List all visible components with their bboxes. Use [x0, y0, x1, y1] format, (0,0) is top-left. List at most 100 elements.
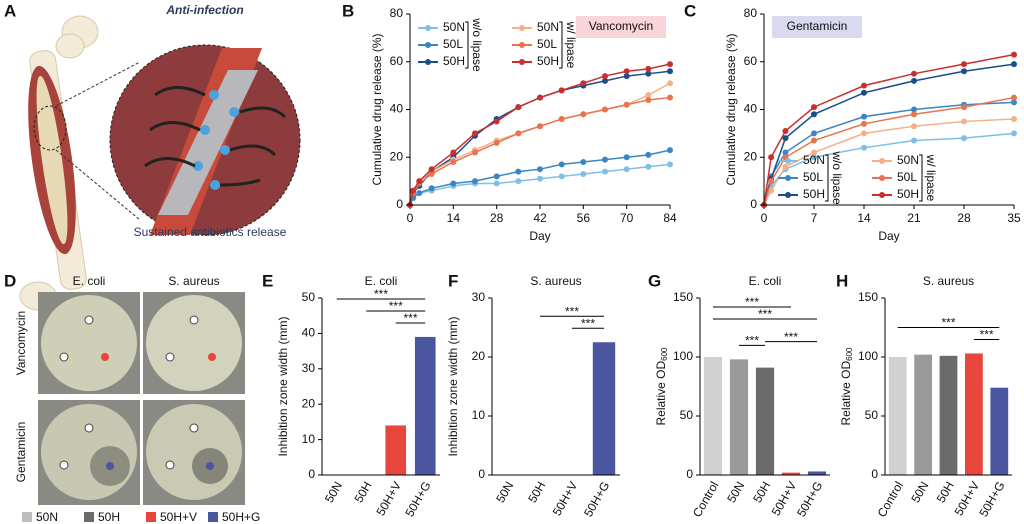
x-tick-label: 84	[663, 211, 677, 225]
significance-label: ***	[941, 316, 955, 330]
y-tick-label: 60	[390, 54, 404, 68]
y-axis-label: Relative OD600	[654, 347, 669, 426]
significance-label: ***	[980, 328, 994, 342]
legend-swatch	[84, 512, 94, 522]
legend-label: 50L	[537, 37, 557, 51]
data-point	[811, 104, 817, 111]
data-point	[623, 154, 630, 161]
bar	[807, 471, 827, 475]
y-axis-label-text: Inhibition zone width (mm)	[446, 316, 460, 456]
annotation-box	[576, 16, 666, 38]
data-point	[416, 190, 423, 197]
legend-marker	[519, 42, 525, 48]
data-point	[911, 123, 917, 130]
data-point	[580, 111, 587, 118]
legend-swatch	[208, 512, 218, 522]
data-point	[602, 106, 608, 113]
significance-label: ***	[758, 307, 772, 321]
series-line	[763, 96, 1015, 206]
panel-label: G	[648, 271, 661, 290]
legend-marker	[785, 175, 791, 181]
y-tick-label: 0	[686, 467, 693, 481]
significance-label: ***	[581, 316, 595, 330]
y-tick-label: 0	[871, 467, 878, 481]
y-axis-label-text: Relative OD	[654, 361, 668, 426]
x-tick-label: 50H+G	[794, 479, 825, 519]
data-point	[515, 178, 522, 185]
panel-label: C	[684, 1, 696, 20]
y-axis-label: Relative OD600	[839, 347, 854, 426]
legend-marker	[879, 192, 885, 198]
significance-label: ***	[784, 330, 798, 344]
legend-label: 50N	[537, 20, 559, 34]
series-line	[763, 118, 1015, 206]
data-point	[558, 116, 565, 123]
x-tick-label: 50N	[322, 479, 345, 505]
y-tick-label: 50	[302, 290, 316, 304]
y-axis-label: Inhibition zone width (mm)	[446, 316, 460, 456]
y-tick-label: 40	[302, 326, 316, 340]
panel-label: E	[262, 271, 273, 290]
data-point	[811, 130, 817, 137]
data-point	[667, 161, 673, 168]
bar	[703, 357, 723, 475]
data-point	[667, 61, 673, 68]
data-point	[811, 137, 817, 144]
data-point	[961, 104, 967, 111]
data-point	[602, 73, 608, 80]
x-tick-label: 50H+V	[373, 479, 404, 518]
x-tick-label: 50H+G	[581, 479, 612, 519]
x-tick-label: 70	[620, 211, 634, 225]
data-point	[667, 147, 673, 154]
x-tick-label: 50N	[724, 479, 747, 505]
data-point	[515, 130, 522, 137]
x-tick-label: 50H	[351, 479, 374, 505]
data-point	[1011, 116, 1017, 123]
legend-swatch	[146, 512, 156, 522]
legend-marker	[425, 25, 431, 31]
data-point	[580, 170, 587, 177]
y-axis-label: Cumulative drug release (%)	[370, 33, 384, 185]
data-point	[580, 159, 587, 166]
data-point	[667, 68, 673, 75]
data-point	[667, 80, 673, 87]
data-point	[911, 111, 917, 118]
legend-group-label: w/ lipase	[924, 154, 938, 202]
data-point	[515, 168, 522, 175]
data-point	[472, 130, 478, 137]
y-tick-label: 60	[744, 54, 758, 68]
data-point	[961, 118, 967, 125]
column-label: S. aureus	[168, 274, 219, 288]
significance-label: ***	[565, 304, 579, 318]
data-point	[645, 70, 652, 77]
data-point	[782, 127, 789, 134]
y-tick-label: 80	[744, 6, 758, 20]
panel-label: B	[342, 1, 354, 20]
data-point	[782, 149, 789, 156]
legend-marker	[879, 158, 885, 164]
significance-label: ***	[745, 295, 759, 309]
legend-label: 50L	[897, 170, 917, 184]
legend-marker	[785, 192, 791, 198]
legend-bracket	[825, 154, 829, 202]
x-tick-label: 28	[490, 211, 504, 225]
data-point	[811, 154, 817, 161]
legend-marker	[785, 158, 791, 164]
y-tick-label: 40	[390, 102, 404, 116]
y-tick-label: 100	[858, 349, 878, 363]
chart-title: S. aureus	[923, 274, 974, 288]
bar	[939, 355, 958, 475]
annotation: Gentamicin	[787, 19, 848, 33]
significance-label: ***	[389, 299, 403, 313]
y-tick-label: 50	[865, 408, 879, 422]
data-point	[623, 68, 630, 75]
data-point	[602, 168, 608, 175]
annotation: Vancomycin	[589, 19, 653, 33]
y-tick-label: 150	[673, 290, 693, 304]
data-point	[667, 94, 673, 101]
y-axis-label-text: Cumulative drug release (%)	[370, 33, 384, 185]
x-tick-label: 50H+G	[402, 479, 433, 519]
legend-marker	[519, 59, 525, 65]
data-point	[768, 154, 775, 161]
y-axis-label: Cumulative drug release (%)	[724, 33, 738, 185]
